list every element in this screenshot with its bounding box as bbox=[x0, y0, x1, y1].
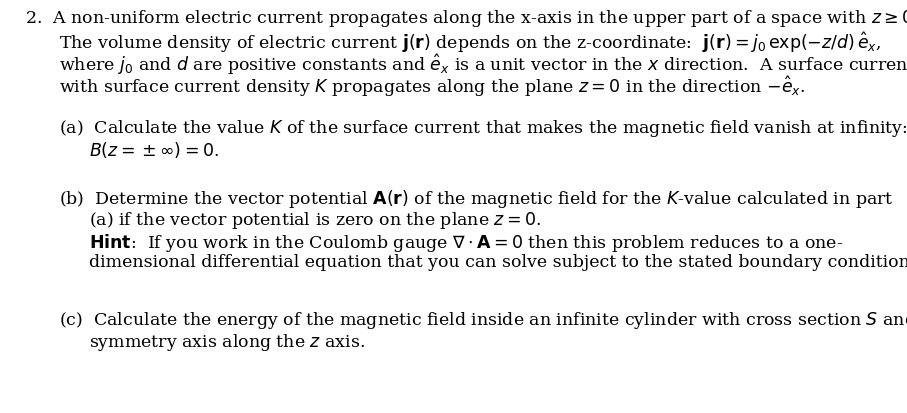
Text: with surface current density $K$ propagates along the plane $z = 0$ in the direc: with surface current density $K$ propaga… bbox=[59, 74, 805, 99]
Text: $\mathbf{Hint}$:  If you work in the Coulomb gauge $\nabla \cdot \mathbf{A} = 0$: $\mathbf{Hint}$: If you work in the Coul… bbox=[89, 232, 844, 254]
Text: where $j_0$ and $d$ are positive constants and $\hat{e}_x$ is a unit vector in t: where $j_0$ and $d$ are positive constan… bbox=[59, 52, 907, 77]
Text: (a)  Calculate the value $K$ of the surface current that makes the magnetic fiel: (a) Calculate the value $K$ of the surfa… bbox=[59, 118, 907, 139]
Text: $B(z = \pm\infty) = 0$.: $B(z = \pm\infty) = 0$. bbox=[89, 140, 219, 160]
Text: The volume density of electric current $\mathbf{j}(\mathbf{r})$ depends on the z: The volume density of electric current $… bbox=[59, 30, 882, 55]
Text: (c)  Calculate the energy of the magnetic field inside an infinite cylinder with: (c) Calculate the energy of the magnetic… bbox=[59, 310, 907, 331]
Text: 2.  A non-uniform electric current propagates along the x-axis in the upper part: 2. A non-uniform electric current propag… bbox=[25, 8, 907, 29]
Text: (b)  Determine the vector potential $\mathbf{A}(\mathbf{r})$ of the magnetic fie: (b) Determine the vector potential $\mat… bbox=[59, 188, 893, 210]
Text: dimensional differential equation that you can solve subject to the stated bound: dimensional differential equation that y… bbox=[89, 254, 907, 271]
Text: (a) if the vector potential is zero on the plane $z = 0$.: (a) if the vector potential is zero on t… bbox=[89, 210, 541, 231]
Text: symmetry axis along the $z$ axis.: symmetry axis along the $z$ axis. bbox=[89, 332, 365, 353]
